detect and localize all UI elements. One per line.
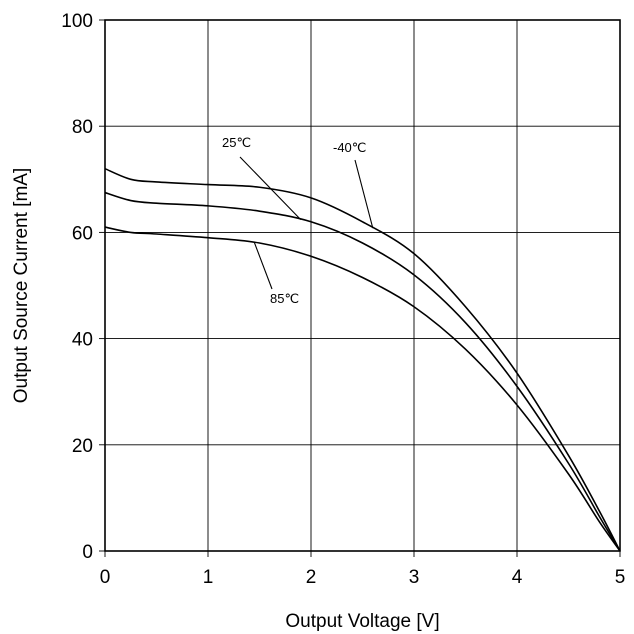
y-tick-label: 100: [61, 11, 93, 32]
curves: [104, 167, 621, 552]
y-axis-title: Output Source Current [mA]: [11, 168, 32, 404]
annotation-label: 85℃: [270, 291, 299, 306]
annotation-label: -40℃: [333, 140, 366, 155]
x-axis-title: Output Voltage [V]: [285, 611, 439, 632]
y-tick-label: 80: [72, 117, 93, 138]
y-tick-label: 40: [72, 330, 93, 351]
x-tick-label: 0: [100, 567, 111, 588]
y-tick-label: 20: [72, 436, 93, 457]
x-tick-label: 5: [615, 567, 626, 588]
grid: [99, 19, 621, 557]
annotation-leader: [354, 159, 374, 229]
annotation-leader: [253, 242, 273, 290]
tick-labels: 0 1 2 3 4 5 0 20 40 60 80 100: [61, 11, 625, 588]
series-line-2: [104, 226, 621, 552]
annotation-leader: [239, 156, 302, 221]
series-line-0: [104, 167, 621, 552]
annotation-label: 25℃: [222, 135, 251, 150]
x-tick-label: 2: [306, 567, 317, 588]
x-tick-label: 3: [409, 567, 420, 588]
series-line-1: [104, 191, 621, 552]
annotations: 25℃ -40℃ 85℃: [222, 135, 374, 306]
x-tick-label: 1: [203, 567, 214, 588]
y-tick-label: 0: [82, 542, 93, 563]
plot-frame: [104, 19, 621, 552]
x-tick-label: 4: [512, 567, 523, 588]
y-tick-label: 60: [72, 223, 93, 244]
